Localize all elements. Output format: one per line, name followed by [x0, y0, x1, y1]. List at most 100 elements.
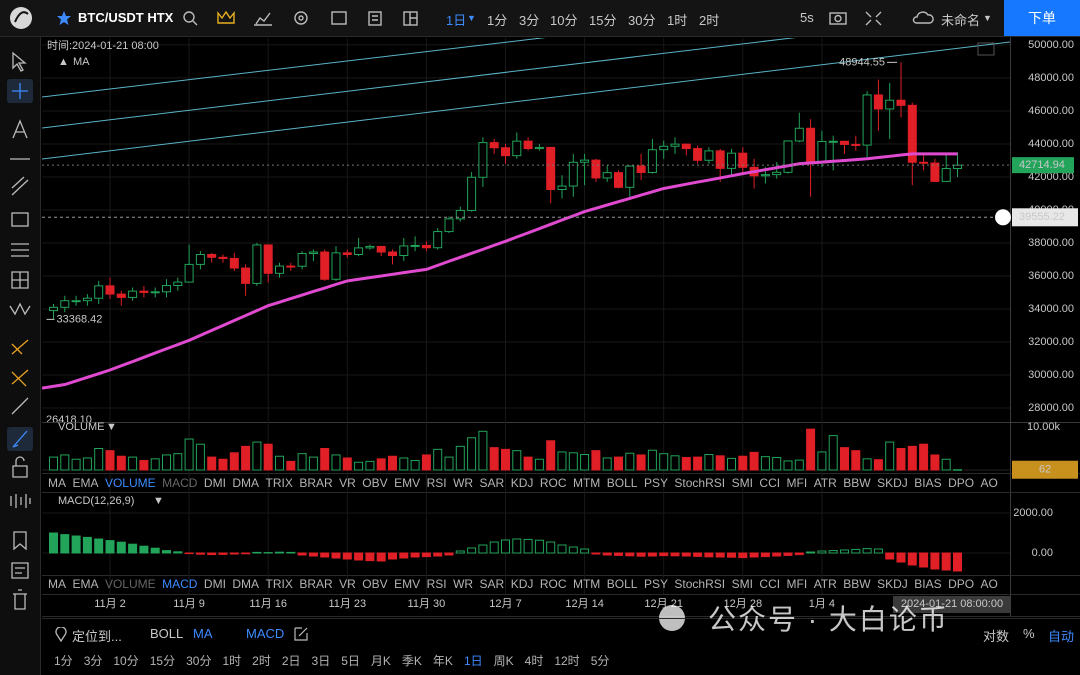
wave-tool[interactable]: [9, 302, 31, 316]
favorite-icon[interactable]: [56, 10, 72, 26]
percent-toggle[interactable]: %: [1023, 626, 1035, 641]
interval[interactable]: 10分: [550, 13, 578, 28]
timeframe[interactable]: 4时: [524, 654, 544, 668]
indicator-toggle[interactable]: MA: [193, 626, 213, 641]
indicator-tab[interactable]: MFI: [786, 476, 808, 490]
indicator-toggle[interactable]: BOLL: [150, 626, 184, 641]
indicator-tab[interactable]: VR: [339, 577, 356, 591]
timeframe[interactable]: 年K: [432, 654, 453, 668]
timeframe[interactable]: 2时: [252, 654, 271, 668]
indicator-toggle[interactable]: MACD: [246, 626, 285, 641]
indicator-tab[interactable]: PSY: [643, 476, 668, 490]
indicator-tab[interactable]: VR: [339, 476, 356, 490]
indicator-tab[interactable]: SKDJ: [877, 476, 908, 490]
indicator-tab[interactable]: DMI: [203, 577, 226, 591]
indicator-tab[interactable]: PSY: [643, 577, 668, 591]
timeframe[interactable]: 10分: [113, 654, 139, 668]
indicator-tab[interactable]: WR: [453, 577, 474, 591]
bookmark-tool[interactable]: [13, 531, 27, 551]
indicator-tab[interactable]: CCI: [759, 476, 781, 490]
indicator-tab[interactable]: AO: [980, 577, 998, 591]
indicator-tab[interactable]: VOLUME: [104, 476, 156, 490]
indicator-tab[interactable]: EMA: [72, 476, 99, 490]
timeframe[interactable]: 2日: [281, 654, 301, 668]
indicator-tab[interactable]: ATR: [813, 476, 837, 490]
interval[interactable]: 1分: [487, 13, 508, 28]
interval[interactable]: 1时: [667, 13, 688, 28]
indicator-tab[interactable]: ROC: [539, 577, 567, 591]
camera-icon[interactable]: [829, 12, 847, 25]
interval[interactable]: 15分: [589, 13, 617, 28]
indicator-tab[interactable]: BRAR: [299, 577, 333, 591]
indicator-tab[interactable]: DMI: [203, 476, 226, 490]
indicator-tab[interactable]: AO: [980, 476, 998, 490]
template-icon[interactable]: [331, 11, 347, 25]
timeframe[interactable]: 月K: [370, 654, 391, 668]
indicator-tab[interactable]: KDJ: [510, 577, 534, 591]
locate[interactable]: 定位到...: [72, 629, 122, 644]
indicator-tab[interactable]: StochRSI: [674, 476, 726, 490]
pattern-tool[interactable]: [11, 369, 29, 387]
timeframe[interactable]: 5日: [341, 654, 360, 668]
indicator-tab[interactable]: MACD: [162, 577, 198, 591]
indicator-tab[interactable]: BOLL: [606, 577, 638, 591]
indicator-tab[interactable]: ATR: [813, 577, 837, 591]
order-button[interactable]: 下单: [1004, 0, 1080, 36]
indicator-tab[interactable]: EMA: [72, 577, 99, 591]
timeframe[interactable]: 3日: [311, 654, 331, 668]
lock-tool[interactable]: [12, 456, 28, 478]
timeframe[interactable]: 1分: [54, 654, 73, 668]
indicator-tab[interactable]: SMI: [731, 577, 753, 591]
timeframe[interactable]: 周K: [493, 654, 514, 668]
indicator-tab[interactable]: WR: [453, 476, 474, 490]
indicator-tab[interactable]: SKDJ: [877, 577, 908, 591]
indicator-tab[interactable]: TRIX: [265, 476, 293, 490]
indicator-tab[interactable]: DPO: [948, 577, 975, 591]
indicator-tab[interactable]: EMV: [394, 476, 421, 490]
interval[interactable]: 3分: [519, 13, 540, 28]
timeframe[interactable]: 15分: [149, 654, 176, 668]
indicator-tab[interactable]: MACD: [162, 476, 198, 490]
interval[interactable]: 30分: [628, 13, 656, 28]
indicator-tab[interactable]: MFI: [786, 577, 808, 591]
delete-tool[interactable]: [13, 589, 27, 610]
indicator-tab[interactable]: RSI: [426, 476, 447, 490]
refresh[interactable]: 5s: [800, 10, 814, 25]
interval[interactable]: 1日: [446, 13, 467, 28]
indicator-tab[interactable]: DMA: [232, 577, 260, 591]
interval[interactable]: 2时: [699, 13, 720, 28]
indicator-tab[interactable]: ROC: [539, 476, 567, 490]
indicator-tab[interactable]: BOLL: [606, 476, 638, 490]
indicator-icon[interactable]: [254, 12, 272, 26]
indicator-tab[interactable]: DPO: [948, 476, 975, 490]
grid-tool[interactable]: [11, 271, 29, 289]
layout-icon[interactable]: [368, 11, 382, 26]
text-tool[interactable]: [12, 119, 28, 139]
edit-icon[interactable]: [294, 627, 308, 641]
indicator-tab[interactable]: BRAR: [299, 476, 333, 490]
settings-tool[interactable]: [11, 562, 29, 579]
timeframe[interactable]: 季K: [401, 654, 422, 668]
indicator-tab[interactable]: EMV: [394, 577, 421, 591]
indicator-tab[interactable]: BIAS: [914, 577, 942, 591]
timeframe[interactable]: 12时: [554, 654, 580, 668]
indicator-tab[interactable]: OBV: [362, 577, 388, 591]
magnet-tool[interactable]: [10, 494, 31, 508]
indicator-tab[interactable]: SAR: [479, 476, 505, 490]
fib-tool[interactable]: [11, 243, 29, 257]
indicator-tab[interactable]: CCI: [759, 577, 781, 591]
rect-tool[interactable]: [11, 212, 29, 227]
indicator-tab[interactable]: OBV: [362, 476, 388, 490]
search-icon[interactable]: [183, 11, 195, 23]
indicator-tab[interactable]: StochRSI: [674, 577, 726, 591]
ray-tool[interactable]: [11, 176, 29, 196]
indicator-tab[interactable]: KDJ: [510, 476, 534, 490]
indicator-tab[interactable]: RSI: [426, 577, 447, 591]
pen-tool[interactable]: [12, 430, 28, 448]
cloud-icon[interactable]: [912, 11, 934, 24]
indicator-tab[interactable]: MTM: [572, 476, 601, 490]
indicator-tab[interactable]: MA: [48, 577, 66, 591]
indicator-tab[interactable]: DMA: [232, 476, 260, 490]
indicator-tab[interactable]: BIAS: [914, 476, 942, 490]
auto-toggle[interactable]: 自动: [1048, 629, 1075, 644]
